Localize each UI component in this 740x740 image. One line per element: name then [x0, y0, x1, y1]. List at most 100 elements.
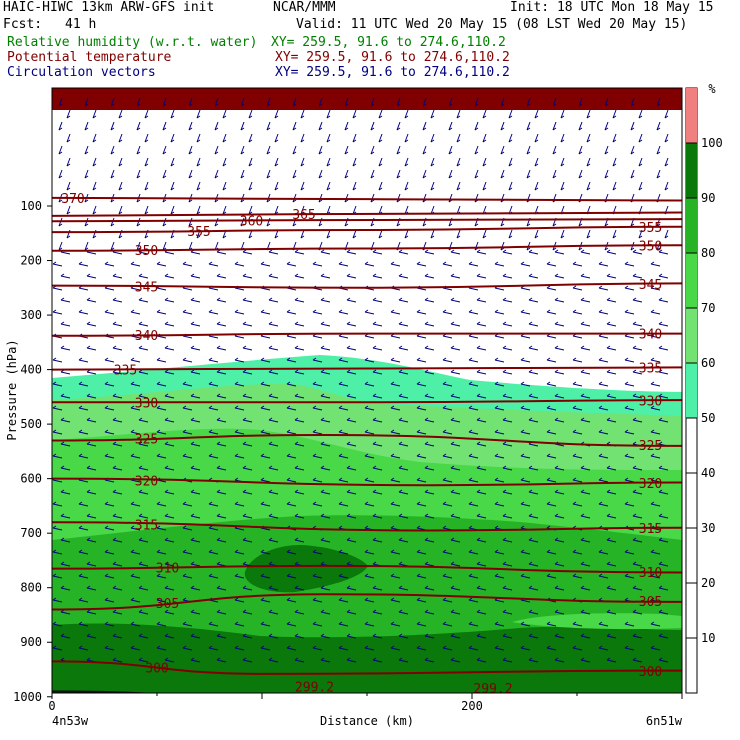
- circulation-vector: [164, 345, 175, 351]
- circulation-vector: [188, 121, 193, 131]
- circulation-vector: [320, 297, 331, 303]
- circulation-vector: [528, 585, 539, 591]
- circulation-vector: [476, 465, 487, 471]
- circulation-vector: [442, 573, 453, 579]
- theta-label: 315: [639, 522, 662, 537]
- circulation-vector: [268, 417, 279, 423]
- circulation-vector: [390, 357, 401, 363]
- circulation-vector: [292, 169, 297, 179]
- theta-label: 355: [639, 221, 662, 236]
- circulation-vector: [632, 369, 643, 375]
- circulation-vector: [86, 417, 97, 423]
- circulation-vector: [266, 145, 271, 155]
- circulation-vector: [312, 621, 323, 627]
- circulation-vector: [118, 181, 123, 191]
- circulation-vector: [58, 169, 63, 179]
- y-axis-title: Pressure (hPa): [5, 339, 19, 440]
- circulation-vector: [344, 145, 349, 155]
- circulation-vector: [240, 169, 245, 179]
- circulation-vector: [604, 97, 609, 107]
- circulation-vector: [598, 501, 609, 507]
- circulation-vector: [58, 121, 63, 131]
- theta-label: 335: [639, 362, 662, 377]
- circulation-vector: [138, 513, 149, 519]
- circulation-vector: [624, 261, 635, 267]
- circulation-vector: [242, 609, 253, 615]
- circulation-vector: [110, 121, 115, 131]
- y-tick-label: 100: [20, 199, 42, 213]
- circulation-vector: [424, 561, 435, 567]
- circulation-vector: [606, 321, 617, 327]
- circulation-vector: [234, 621, 245, 627]
- circulation-vector: [338, 573, 349, 579]
- circulation-vector: [494, 549, 505, 555]
- circulation-vector: [52, 405, 63, 411]
- circulation-vector: [170, 133, 175, 143]
- circulation-vector: [580, 633, 591, 639]
- circulation-vector: [338, 381, 349, 387]
- circulation-vector: [632, 657, 643, 663]
- circulation-vector: [560, 229, 565, 239]
- circulation-vector: [52, 501, 63, 507]
- circulation-vector: [416, 309, 427, 315]
- circulation-vector: [234, 261, 245, 267]
- circulation-vector: [456, 157, 461, 167]
- circulation-vector: [650, 621, 661, 627]
- circulation-vector: [346, 297, 357, 303]
- circulation-vector: [286, 549, 297, 555]
- circulation-vector: [494, 453, 505, 459]
- circulation-vector: [164, 513, 175, 519]
- circulation-vector: [450, 369, 461, 375]
- circulation-vector: [344, 169, 349, 179]
- circulation-vector: [58, 241, 63, 251]
- circulation-vector: [112, 489, 123, 495]
- circulation-vector: [216, 489, 227, 495]
- circulation-vector: [372, 465, 383, 471]
- circulation-vector: [312, 501, 323, 507]
- colorbar-tick-label: 70: [701, 301, 715, 315]
- circulation-vector: [346, 321, 357, 327]
- circulation-vector: [78, 525, 89, 531]
- circulation-vector: [242, 273, 253, 279]
- x-tick-label: 200: [461, 699, 483, 713]
- circulation-vector: [468, 501, 479, 507]
- circulation-vector: [248, 109, 253, 119]
- theta-label: 299.2: [295, 681, 334, 696]
- circulation-vector: [546, 573, 557, 579]
- circulation-vector: [364, 621, 375, 627]
- circulation-vector: [624, 453, 635, 459]
- circulation-vector: [344, 97, 349, 107]
- circulation-vector: [84, 121, 89, 131]
- circulation-vector: [138, 561, 149, 567]
- circulation-vector: [606, 345, 617, 351]
- circulation-vector: [78, 597, 89, 603]
- circulation-vector: [416, 453, 427, 459]
- circulation-vector: [664, 181, 669, 191]
- circulation-vector: [526, 97, 531, 107]
- circulation-vector: [104, 549, 115, 555]
- circulation-vector: [396, 121, 401, 131]
- circulation-vector: [404, 109, 409, 119]
- circulation-vector: [502, 609, 513, 615]
- circulation-vector: [630, 121, 635, 131]
- circulation-vector: [372, 537, 383, 543]
- circulation-vector: [500, 97, 505, 107]
- circulation-vector: [326, 229, 331, 239]
- circulation-vector: [396, 193, 401, 203]
- circulation-vector: [650, 381, 661, 387]
- circulation-vector: [130, 549, 141, 555]
- circulation-vector: [442, 549, 453, 555]
- circulation-vector: [60, 489, 71, 495]
- circulation-vector: [294, 513, 305, 519]
- circulation-vector: [606, 273, 617, 279]
- circulation-vector: [104, 597, 115, 603]
- circulation-vector: [144, 133, 149, 143]
- circulation-vector: [182, 381, 193, 387]
- circulation-vector: [216, 441, 227, 447]
- circulation-vector: [242, 537, 253, 543]
- circulation-vector: [144, 205, 149, 215]
- circulation-vector: [364, 309, 375, 315]
- circulation-vector: [260, 621, 271, 627]
- circulation-vector: [86, 561, 97, 567]
- circulation-vector: [632, 249, 643, 255]
